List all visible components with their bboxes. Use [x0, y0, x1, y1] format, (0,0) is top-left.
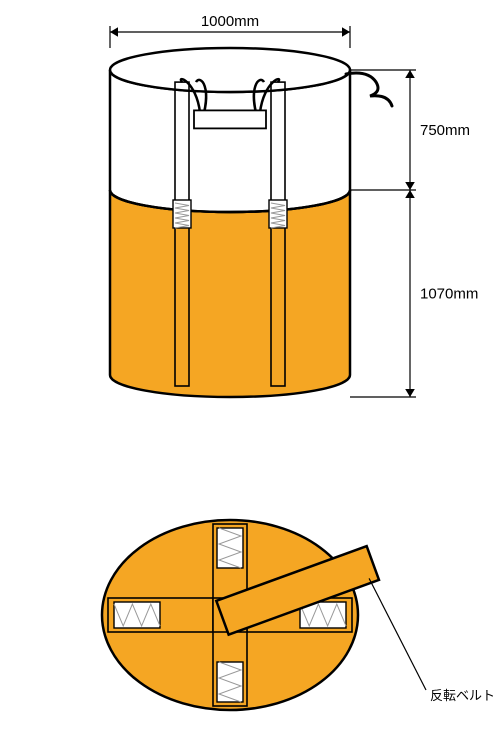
bulk-bag-diagram: 1000mm 750mm 1070mm 反転ベルト [0, 0, 500, 750]
bottom-view: 反転ベルト [102, 520, 495, 710]
top-opening [110, 48, 350, 92]
dim-lower-label: 1070mm [420, 286, 478, 303]
dim-upper-label: 750mm [420, 122, 470, 139]
flip-belt-leader [369, 578, 426, 690]
side-view [110, 48, 392, 397]
lifting-sleeve [194, 110, 266, 128]
lower-body [110, 190, 350, 397]
dim-width-label: 1000mm [201, 13, 259, 30]
tie-cord [346, 73, 392, 106]
flip-belt-label: 反転ベルト [430, 688, 495, 703]
